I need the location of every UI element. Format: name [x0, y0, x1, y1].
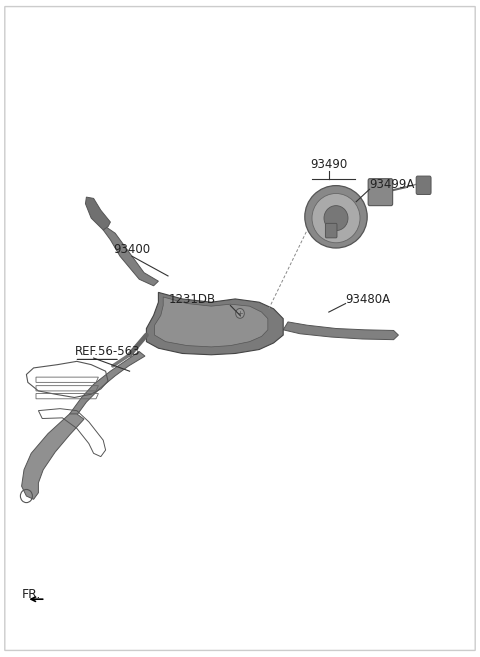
- Ellipse shape: [236, 309, 244, 319]
- Ellipse shape: [305, 185, 367, 248]
- Text: REF.56-563: REF.56-563: [74, 345, 140, 358]
- Ellipse shape: [324, 206, 348, 231]
- Polygon shape: [103, 227, 158, 286]
- Polygon shape: [155, 297, 268, 347]
- FancyBboxPatch shape: [368, 179, 393, 206]
- Text: 93490: 93490: [310, 158, 348, 171]
- Polygon shape: [146, 292, 283, 355]
- Ellipse shape: [312, 193, 360, 242]
- Text: 1231DB: 1231DB: [169, 292, 216, 306]
- Text: FR.: FR.: [22, 588, 41, 601]
- FancyBboxPatch shape: [416, 176, 431, 194]
- Text: 93480A: 93480A: [346, 292, 391, 306]
- Polygon shape: [22, 414, 84, 499]
- Polygon shape: [283, 322, 398, 340]
- Polygon shape: [70, 351, 145, 419]
- Text: 93400: 93400: [113, 243, 151, 256]
- FancyBboxPatch shape: [325, 223, 337, 238]
- Polygon shape: [85, 197, 110, 230]
- Text: 93499A: 93499A: [370, 177, 415, 191]
